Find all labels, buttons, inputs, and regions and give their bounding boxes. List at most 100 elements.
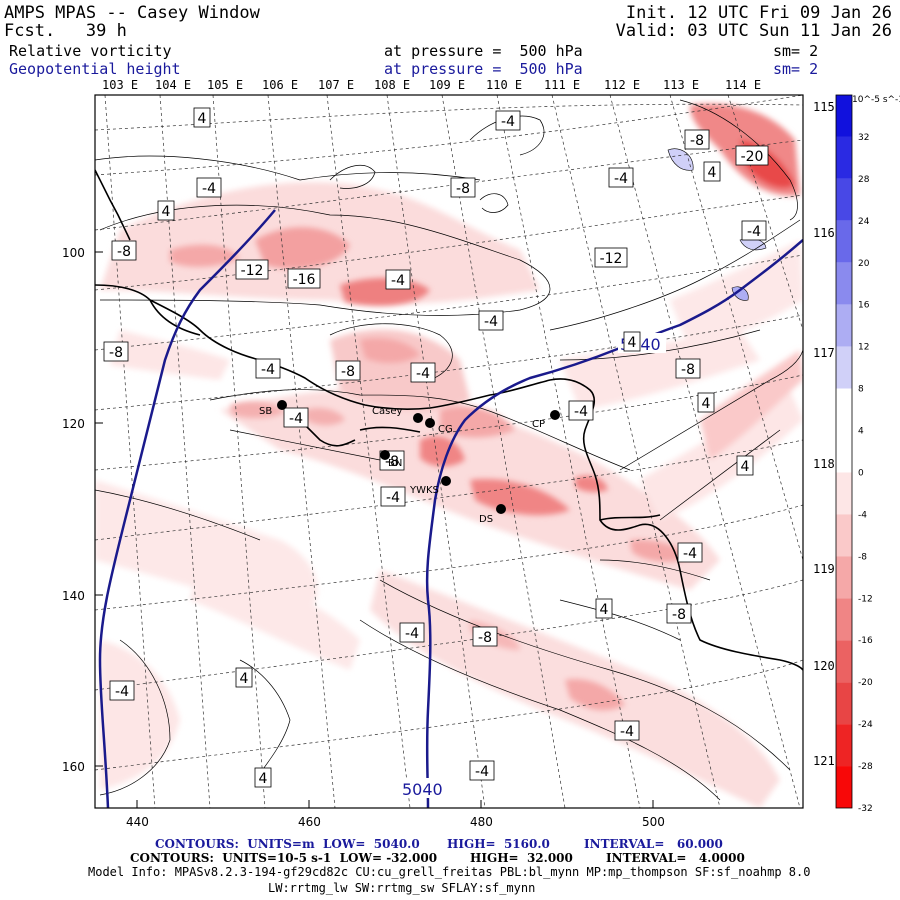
colorbar-frame <box>835 94 853 809</box>
colorbar-tick-label: 12 <box>858 343 869 353</box>
colorbar-swatch <box>836 136 852 179</box>
lon-label: 107 E <box>318 78 354 92</box>
lon-label: 110 E <box>486 78 522 92</box>
colorbar-tick-label: -12 <box>858 594 873 604</box>
colorbar-swatch <box>836 178 852 221</box>
station-label: DS <box>479 514 493 525</box>
vorticity-label: -4 <box>115 684 129 700</box>
vorticity-label-box <box>675 358 701 379</box>
stations: SB Casey CG BN YWKS DS CP <box>259 400 560 525</box>
station-dot <box>413 413 423 423</box>
colorbar-swatch <box>836 346 852 389</box>
vorticity-label: -4 <box>289 411 303 427</box>
height-label: 5040 <box>402 780 443 799</box>
vorticity-label: -20 <box>741 149 764 165</box>
field2-smooth: sm= 2 <box>773 60 819 78</box>
forecast-hour: Fcst. 39 h <box>4 21 127 41</box>
vorticity-label: -12 <box>600 251 623 267</box>
graticule <box>95 95 803 808</box>
vorticity-label: -12 <box>241 263 264 279</box>
vorticity-label-box <box>109 680 135 701</box>
vorticity-label: -4 <box>501 114 515 130</box>
colorbar-tick-label: 8 <box>858 385 864 395</box>
y-tick-label: 140 <box>62 589 85 603</box>
colorbar-swatch <box>836 766 852 808</box>
lon-label: 105 E <box>207 78 243 92</box>
field2-level: at pressure = 500 hPa <box>384 60 583 78</box>
vorticity-label-box <box>283 407 309 428</box>
colorbar-swatch <box>836 472 852 515</box>
lon-label: 104 E <box>155 78 191 92</box>
footer-contour-vort-interval: INTERVAL= 4.0000 <box>606 851 745 865</box>
station-label: YWKS <box>409 485 439 496</box>
vorticity-label: -4 <box>574 404 588 420</box>
colorbar-swatch <box>836 514 852 557</box>
vorticity-label: 4 <box>741 459 750 475</box>
vorticity-label-box <box>677 542 703 563</box>
colorbar-swatch <box>836 430 852 473</box>
vorticity-label-box <box>736 455 754 476</box>
vorticity-label: -4 <box>620 724 634 740</box>
vorticity-label: 4 <box>259 771 268 787</box>
colorbar-swatch <box>836 556 852 599</box>
colorbar-tick-label: 24 <box>858 217 870 227</box>
init-time: Init. 12 UTC Fri 09 Jan 26 <box>625 3 892 23</box>
vorticity-label: -8 <box>478 630 492 646</box>
station-dot <box>277 400 287 410</box>
vorticity-label: -4 <box>391 273 405 289</box>
colorbar-tick-label: 32 <box>858 133 869 143</box>
vorticity-contour-labels: 4 -4-8-20-4 4-4 -84-4-8 -12-12-16 -44-8-4 -8 -4… <box>103 107 769 788</box>
vorticity-label-box <box>697 392 715 413</box>
vorticity-shading <box>95 182 803 808</box>
vorticity-label-box <box>594 247 628 268</box>
vorticity-label-box <box>684 129 710 150</box>
colorbar-swatch <box>836 388 852 431</box>
station-label: SB <box>259 406 272 417</box>
vorticity-label: 4 <box>198 111 207 127</box>
vorticity-label: -4 <box>261 362 275 378</box>
y-tick-label: 160 <box>62 760 85 774</box>
colorbar-tick-label: -28 <box>858 762 873 772</box>
vorticity-label-box <box>666 603 692 624</box>
plot-frame <box>94 94 804 809</box>
lon-label: 103 E <box>102 78 138 92</box>
footer-contour-height-high: HIGH= 5160.0 <box>447 837 550 851</box>
field1-smooth: sm= 2 <box>773 42 819 60</box>
lon-label: 108 E <box>374 78 410 92</box>
vorticity-label-box <box>741 220 767 241</box>
vorticity-label-box <box>410 362 436 383</box>
station-dot <box>550 410 560 420</box>
lon-label: 114 E <box>725 78 761 92</box>
vorticity-label: -4 <box>475 764 489 780</box>
lon-label: 106 E <box>262 78 298 92</box>
vorticity-label-box <box>193 107 211 128</box>
colorbar-tick-label: 20 <box>858 259 870 269</box>
vorticity-label-box <box>450 177 476 198</box>
colorbar-swatch <box>836 95 852 137</box>
colorbar-units: 10^-5 s^-1 <box>852 95 900 105</box>
vorticity-label-box <box>568 400 594 421</box>
x-axis-labels: 440 460 480 500 <box>126 815 665 829</box>
lon-label: 112 E <box>604 78 640 92</box>
vorticity-label: -8 <box>672 607 686 623</box>
vorticity-label: -4 <box>683 546 697 562</box>
station-label: Casey <box>372 406 402 417</box>
vorticity-label-box <box>255 358 281 379</box>
colorbar-swatch <box>836 220 852 263</box>
x-tick-label: 440 <box>126 815 149 829</box>
field1-name: Relative vorticity <box>9 42 172 60</box>
vorticity-cores <box>170 103 800 711</box>
vorticity-label-box <box>196 177 222 198</box>
colorbar-tick-label: 0 <box>858 468 864 478</box>
vorticity-label: -8 <box>456 181 470 197</box>
footer-model-info: Model Info: MPASv8.2.3-194-gf29cd82c CU:… <box>88 865 811 879</box>
vorticity-label-box <box>335 360 361 381</box>
colorbar: 32 28 24 20 16 12 8 4 0 -4 -8 -12 -16 -20 -24 -28 -32 <box>835 94 873 814</box>
lon-label: 109 E <box>429 78 465 92</box>
vorticity-label: -8 <box>690 133 704 149</box>
colorbar-tick-label: -32 <box>858 804 873 814</box>
vorticity-label: 4 <box>162 204 171 220</box>
vorticity-label: -8 <box>341 364 355 380</box>
vorticity-label: -4 <box>614 171 628 187</box>
colorbar-tick-label: -8 <box>858 552 867 562</box>
